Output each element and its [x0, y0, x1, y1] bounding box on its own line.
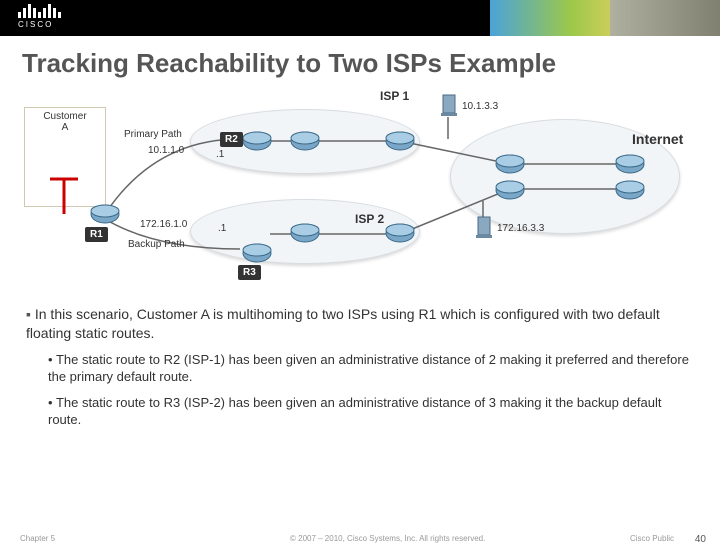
router-inet-tr — [615, 153, 645, 175]
host-isp2 — [475, 215, 493, 239]
label-one1: .1 — [216, 149, 224, 160]
footer-pub: Cisco Public — [630, 534, 674, 543]
banner-photo — [610, 0, 720, 36]
label-customer: Customer A — [34, 111, 96, 133]
router-r1 — [90, 203, 120, 225]
cisco-logo: CISCO — [18, 4, 61, 29]
banner: CISCO — [0, 0, 720, 36]
label-ip-top: 10.1.1.0 — [148, 145, 184, 156]
router-isp2-1 — [290, 222, 320, 244]
label-one2: .1 — [218, 223, 226, 234]
router-r3 — [242, 242, 272, 264]
host-isp1 — [440, 93, 458, 117]
router-r2 — [242, 130, 272, 152]
bullet-2a: The static route to R2 (ISP-1) has been … — [48, 351, 694, 386]
label-internet: Internet — [632, 131, 683, 147]
label-ip-bot: 172.16.1.0 — [140, 219, 187, 230]
label-r3: R3 — [238, 265, 261, 280]
label-ip-isp1: 10.1.3.3 — [462, 101, 498, 112]
router-inet-bl — [495, 179, 525, 201]
router-isp2-2 — [385, 222, 415, 244]
bullet-2b: The static route to R3 (ISP-2) has been … — [48, 394, 694, 429]
footer-copy: © 2007 – 2010, Cisco Systems, Inc. All r… — [290, 534, 485, 543]
label-isp1: ISP 1 — [380, 89, 409, 103]
footer-chapter: Chapter 5 — [20, 534, 55, 543]
label-r1: R1 — [85, 227, 108, 242]
router-isp1-2 — [385, 130, 415, 152]
network-diagram: R1 R2 R3 ISP 1 ISP 2 Internet Customer A… — [0, 79, 720, 299]
label-primary: Primary Path — [124, 129, 182, 140]
router-isp1-1 — [290, 130, 320, 152]
router-inet-tl — [495, 153, 525, 175]
label-isp2: ISP 2 — [355, 212, 384, 226]
label-ip-isp2: 172.16.3.3 — [497, 223, 544, 234]
bullet-1: In this scenario, Customer A is multihom… — [26, 305, 694, 343]
slide-title: Tracking Reachability to Two ISPs Exampl… — [22, 48, 698, 79]
label-backup: Backup Path — [128, 239, 185, 250]
router-inet-br — [615, 179, 645, 201]
bullet-list: In this scenario, Customer A is multihom… — [26, 305, 694, 429]
label-r2: R2 — [220, 132, 243, 147]
